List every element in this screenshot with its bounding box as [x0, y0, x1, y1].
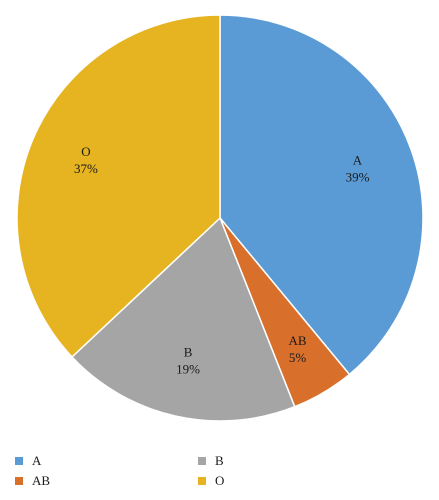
- slice-label-ab: AB: [288, 333, 306, 348]
- pie-chart: A 39% AB 5% B 19% O 37%: [16, 14, 424, 422]
- legend-label-o: O: [215, 473, 225, 488]
- slice-label-o: O: [81, 144, 90, 159]
- pie-slice-o: [16, 14, 221, 359]
- slice-value-a: 39%: [346, 170, 370, 185]
- slice-value-b: 19%: [176, 362, 200, 377]
- legend: A B AB O: [0, 450, 439, 494]
- legend-item-o: O: [198, 472, 224, 490]
- pie-slice-a: [219, 14, 424, 376]
- slice-label-a: A: [353, 153, 363, 168]
- legend-swatch-o: [198, 477, 206, 485]
- slice-value-o: 37%: [74, 161, 98, 176]
- legend-label-b: B: [215, 453, 224, 468]
- legend-item-a: A: [15, 452, 41, 470]
- legend-label-ab: AB: [32, 473, 51, 488]
- legend-swatch-a: [15, 457, 23, 465]
- legend-label-a: A: [32, 453, 42, 468]
- pie-slice-b: [70, 216, 296, 422]
- legend-swatch-ab: [15, 477, 23, 485]
- slice-value-ab: 5%: [289, 350, 307, 365]
- legend-swatch-b: [198, 457, 206, 465]
- legend-item-ab: AB: [15, 472, 50, 490]
- legend-item-b: B: [198, 452, 224, 470]
- slice-label-b: B: [184, 345, 193, 360]
- slice-labels: A 39% AB 5% B 19% O 37%: [74, 144, 370, 377]
- pie-slices: [16, 14, 424, 422]
